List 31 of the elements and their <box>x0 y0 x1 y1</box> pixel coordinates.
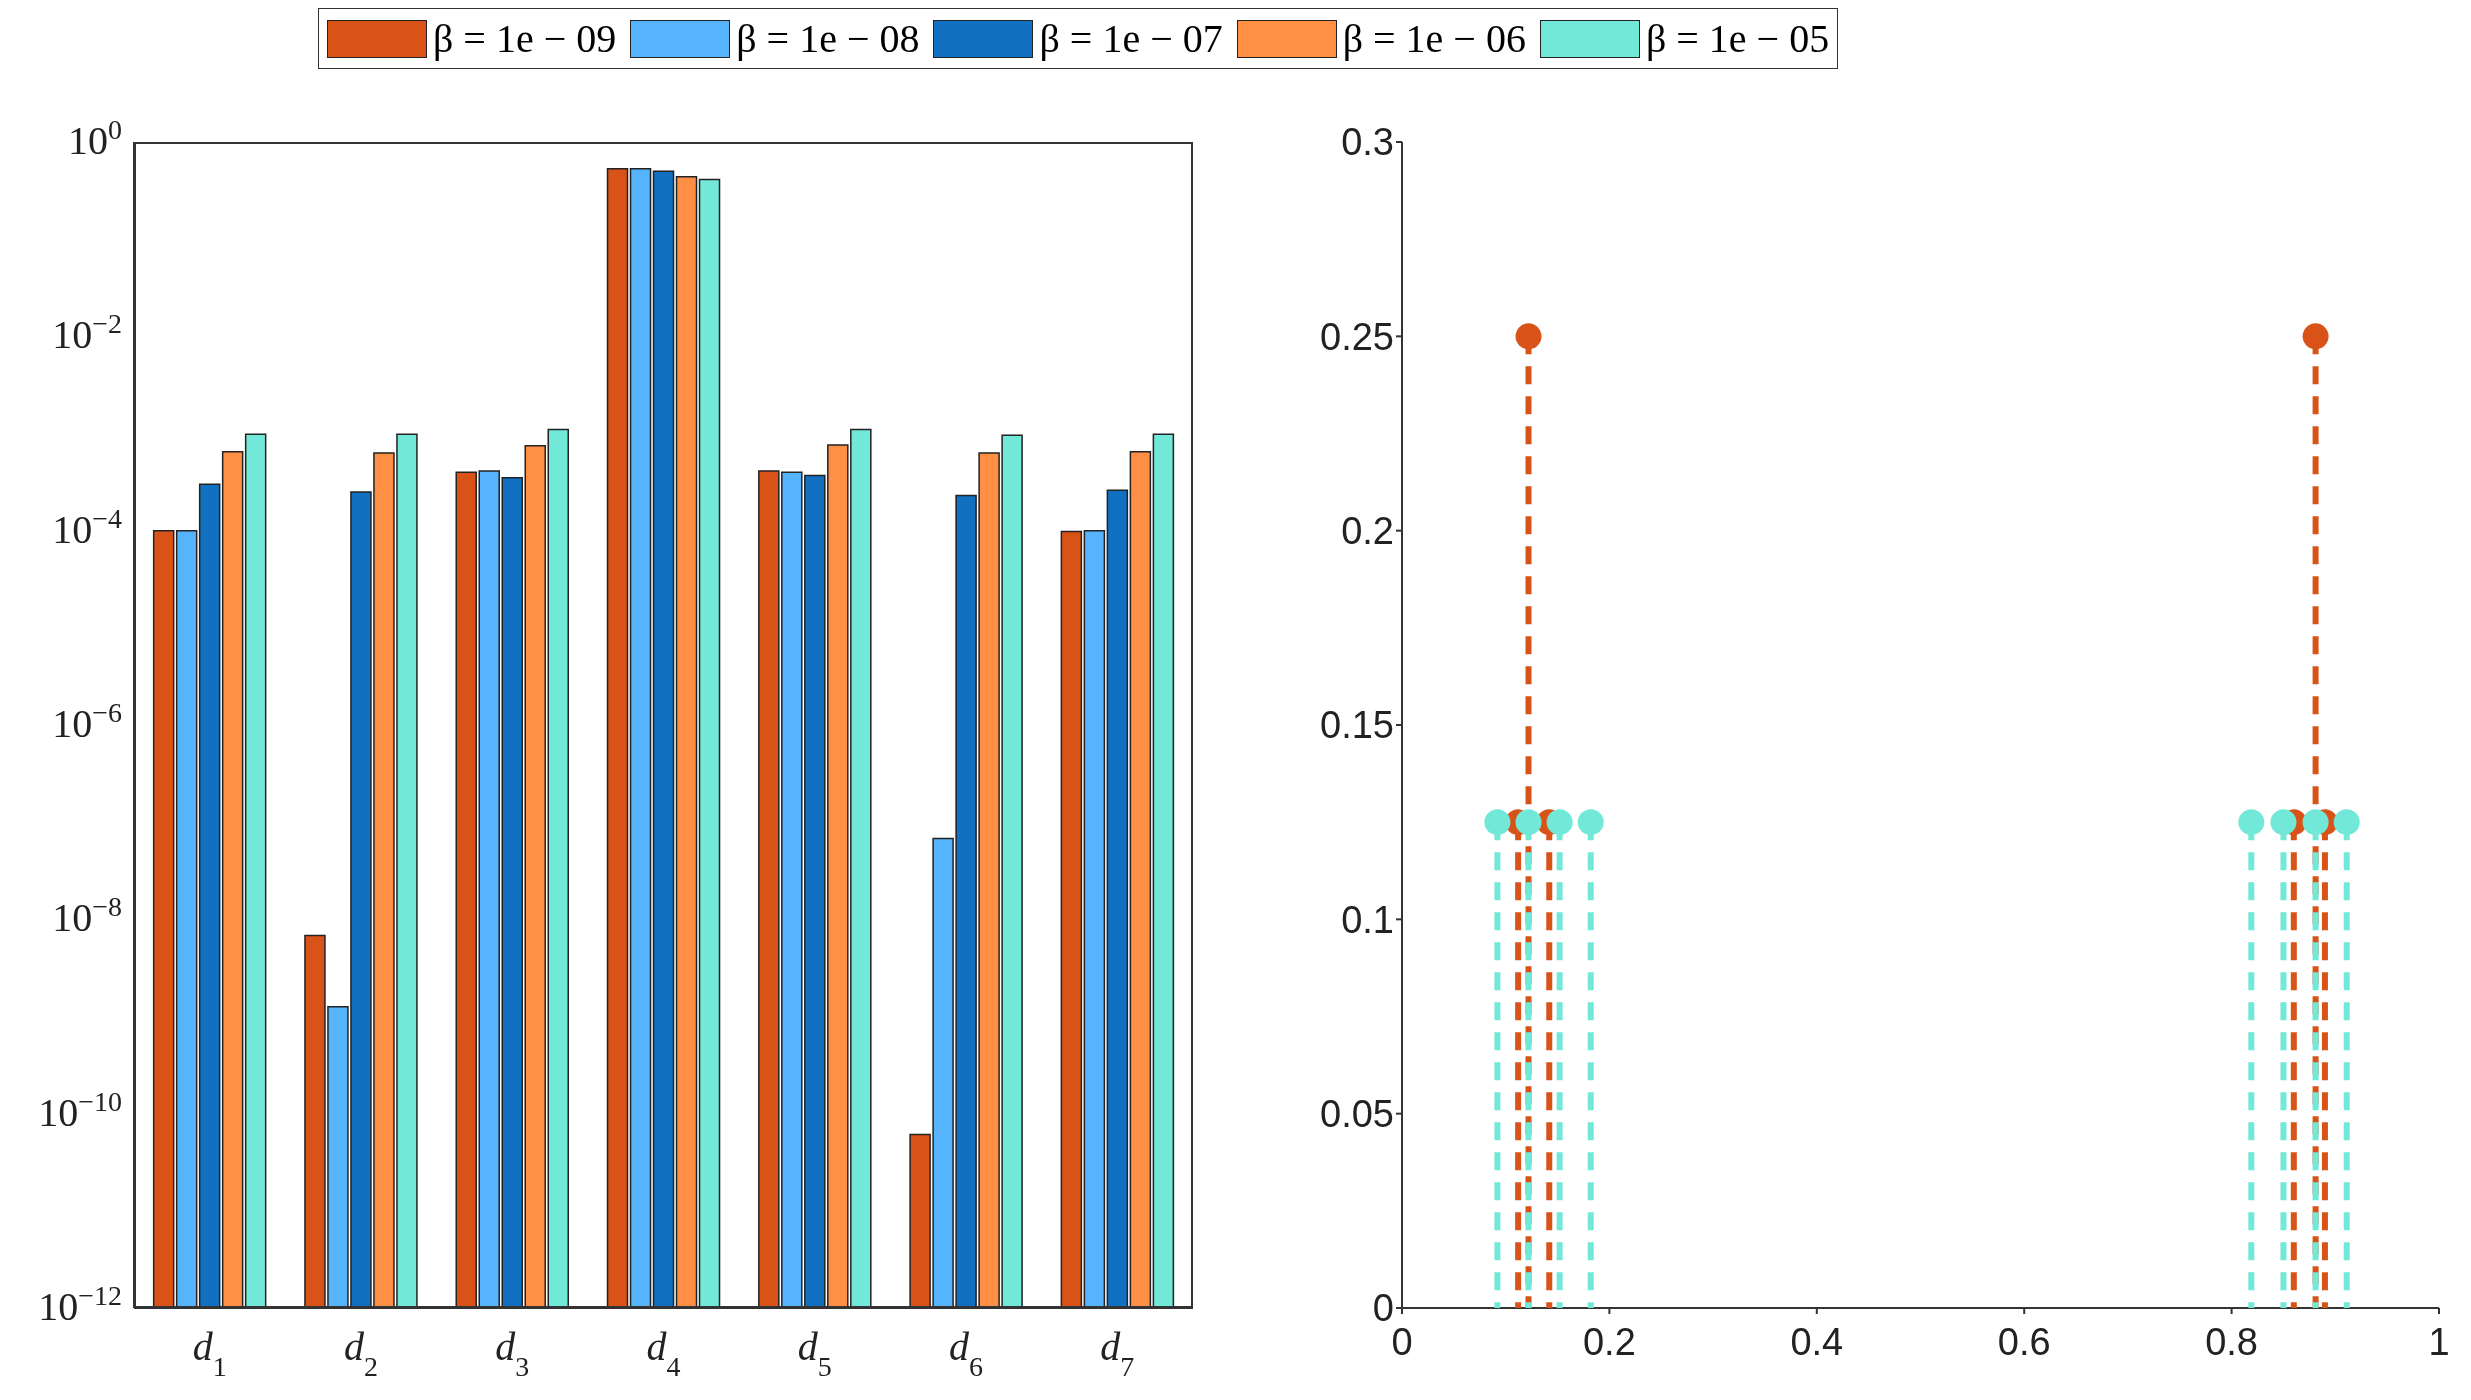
y-tick-label: 0.25 <box>1320 315 1394 358</box>
x-tick-label: d$_{6}$ <box>949 1324 984 1382</box>
legend-label: β = 1e − 09 <box>433 15 617 62</box>
legend-label: β = 1e − 06 <box>1342 15 1526 62</box>
x-tick-label: 1 <box>2428 1320 2450 1363</box>
x-tick-label: d$_{4}$ <box>646 1324 681 1382</box>
x-tick-label: d$_{5}$ <box>797 1324 832 1382</box>
y-tick-label: 10$^{−2}$ <box>52 307 122 358</box>
y-tick-label: 10$^{0}$ <box>68 113 122 163</box>
x-tick-label: d$_{1}$ <box>192 1324 227 1382</box>
x-tick-label: 0.2 <box>1582 1320 1636 1363</box>
legend-label: β = 1e − 07 <box>1039 15 1223 62</box>
x-tick-label: d$_{7}$ <box>1100 1324 1135 1382</box>
x-tick-label: 0.8 <box>2205 1320 2259 1363</box>
y-tick-label: 10$^{−10}$ <box>38 1085 122 1135</box>
y-tick-label: 0.05 <box>1320 1093 1394 1136</box>
x-tick-label: 0.4 <box>1790 1320 1844 1363</box>
y-tick-label: 10$^{−4}$ <box>52 502 122 552</box>
legend-label: β = 1e − 05 <box>1645 15 1830 62</box>
y-tick-label: 10$^{−12}$ <box>38 1279 122 1329</box>
y-tick-label: 0.15 <box>1320 704 1394 747</box>
x-tick-label: 0.6 <box>1997 1320 2051 1363</box>
x-tick-label: d$_{2}$ <box>343 1324 378 1382</box>
legend-label: β = 1e − 08 <box>736 15 920 62</box>
y-tick-label: 10$^{−8}$ <box>52 890 122 941</box>
y-tick-label: 10$^{−6}$ <box>52 696 122 746</box>
y-tick-label: 0.3 <box>1341 121 1394 164</box>
y-tick-label: 0 <box>1372 1287 1394 1330</box>
y-tick-label: 0.2 <box>1341 510 1394 553</box>
y-tick-label: 0.1 <box>1341 898 1394 941</box>
x-tick-label: d$_{3}$ <box>495 1324 530 1382</box>
